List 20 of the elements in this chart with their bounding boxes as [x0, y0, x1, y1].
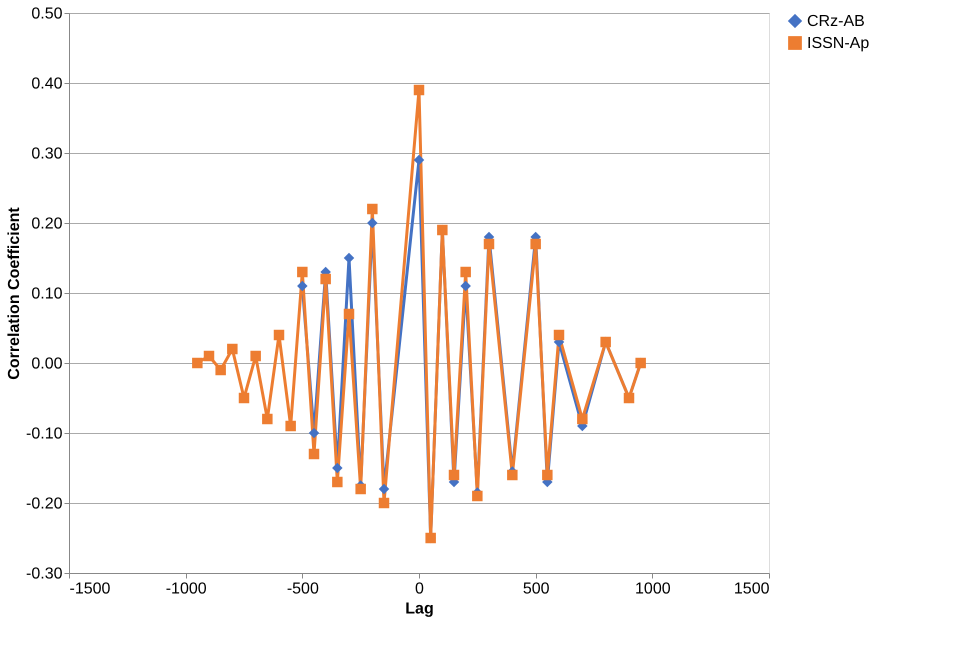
x-tick-label: 0	[415, 580, 424, 598]
x-tick-label: 1000	[635, 580, 671, 598]
x-axis-title: Lag	[405, 600, 434, 618]
x-tick-label: 1500	[734, 580, 770, 598]
x-tick-label: -1500	[70, 580, 111, 598]
x-tick-label: -500	[286, 580, 319, 598]
y-axis-title: Correlation Coefficient	[6, 206, 24, 380]
y-tick-label: 0.30	[31, 146, 63, 162]
legend-label: CRz-AB	[807, 13, 865, 30]
x-tick-label: 500	[522, 580, 550, 598]
y-tick-label: -0.20	[26, 496, 63, 512]
y-tick-label: 0.40	[31, 76, 63, 92]
x-tick-label: -1000	[166, 580, 207, 598]
legend-label: ISSN-Ap	[807, 35, 870, 52]
y-tick-label: 0.10	[31, 286, 63, 302]
y-tick-label: -0.10	[26, 426, 63, 442]
y-tick-label: 0.00	[31, 356, 63, 372]
y-tick-label: 0.50	[31, 6, 63, 22]
y-tick-label: -0.30	[26, 566, 63, 582]
y-tick-label: 0.20	[31, 216, 63, 232]
